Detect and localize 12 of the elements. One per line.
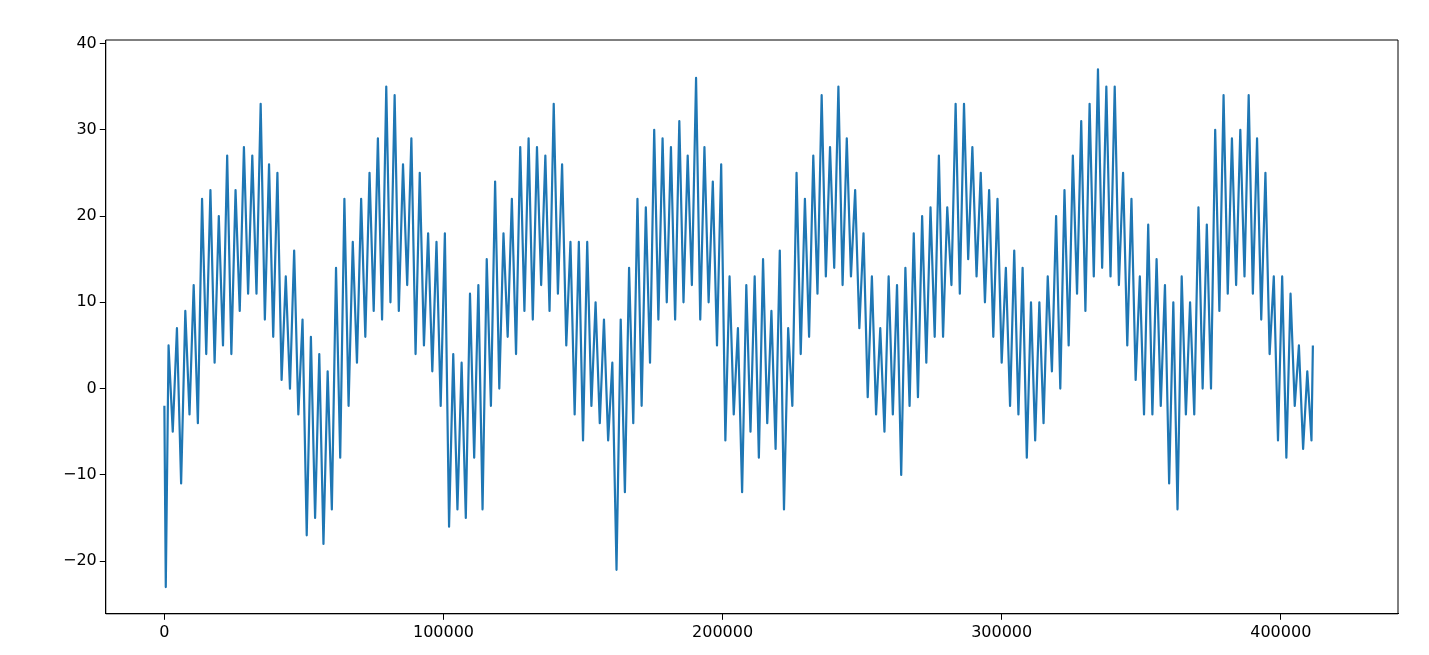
- y-tick-label: 30: [76, 118, 97, 138]
- x-tick-label: 0: [159, 621, 170, 641]
- y-tick-label: 0: [86, 377, 97, 397]
- x-tick-label: 200000: [692, 621, 754, 641]
- x-tick-label: 100000: [412, 621, 475, 641]
- y-tick-label: 20: [76, 205, 97, 225]
- y-tick-label: 40: [76, 32, 97, 52]
- y-tick-label: 10: [76, 291, 97, 311]
- x-tick-label: 300000: [971, 621, 1033, 641]
- y-tick-label: −10: [63, 464, 97, 484]
- x-tick-label: 400000: [1250, 621, 1312, 641]
- y-tick-label: −20: [63, 550, 97, 570]
